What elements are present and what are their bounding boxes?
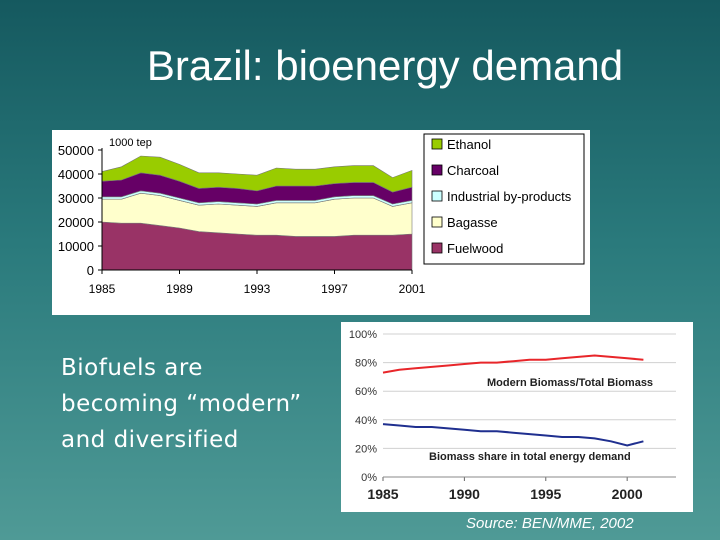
legend-label-bagasse: Bagasse bbox=[447, 215, 498, 230]
legend-label-industrial-by-products: Industrial by-products bbox=[447, 189, 572, 204]
unit-label: 1000 tep bbox=[109, 137, 152, 149]
x-tick-label: 1990 bbox=[449, 486, 480, 502]
legend-label-charcoal: Charcoal bbox=[447, 163, 499, 178]
slide-title: Brazil: bioenergy demand bbox=[146, 42, 624, 89]
legend-label-fuelwood: Fuelwood bbox=[447, 241, 503, 256]
series-label-biomass-share-in-total-energy-demand: Biomass share in total energy demand bbox=[429, 451, 631, 463]
x-tick-label: 2001 bbox=[399, 282, 426, 296]
legend-swatch-ethanol bbox=[431, 138, 443, 150]
line-modern-biomass-total-biomass bbox=[382, 354, 644, 374]
x-tick-label: 1995 bbox=[530, 486, 561, 502]
series-label-modern-biomass-total-biomass: Modern Biomass/Total Biomass bbox=[487, 377, 653, 389]
legend-label-ethanol: Ethanol bbox=[447, 137, 491, 152]
legend-swatch-charcoal bbox=[431, 164, 443, 176]
legend-swatch-fuelwood bbox=[431, 242, 443, 254]
area-ethanol bbox=[101, 155, 413, 193]
slide-subtitle: Biofuels are becoming “modern” and diver… bbox=[61, 350, 321, 458]
y-tick-label: 0% bbox=[361, 472, 377, 484]
y-tick-label: 80% bbox=[355, 358, 377, 370]
subtitle-line-1: Biofuels are bbox=[61, 355, 203, 381]
legend-swatch-industrial-by-products bbox=[431, 190, 443, 202]
stacked-area-chart: 50000 40000 30000 20000 10000 0 1985 1989 1993 19… bbox=[58, 133, 585, 296]
y-tick-label: 10000 bbox=[58, 239, 94, 254]
x-tick-label: 1985 bbox=[367, 486, 398, 502]
y-tick-label: 20% bbox=[355, 443, 377, 455]
x-tick-label: 1985 bbox=[89, 282, 116, 296]
x-tick-label: 1989 bbox=[166, 282, 193, 296]
line-chart: 100% 80% 60% 40% 20% 0% 1985 1990 1995 2000 Modern… bbox=[349, 329, 676, 502]
line-biomass-share-in-total-energy-demand bbox=[382, 423, 644, 447]
legend-swatch-bagasse bbox=[431, 216, 443, 228]
y-tick-label: 30000 bbox=[58, 191, 94, 206]
y-tick-label: 40% bbox=[355, 415, 377, 427]
x-tick-label: 1993 bbox=[244, 282, 271, 296]
stacked-area-chart-panel: 50000 40000 30000 20000 10000 0 1985 1989 1993 19… bbox=[52, 130, 590, 315]
subtitle-line-3: and diversified bbox=[61, 427, 239, 453]
line-chart-panel: 100% 80% 60% 40% 20% 0% 1985 1990 1995 2000 Modern… bbox=[341, 322, 693, 512]
subtitle-line-2: becoming “modern” bbox=[61, 391, 302, 417]
x-tick-label: 1997 bbox=[321, 282, 348, 296]
y-tick-label: 60% bbox=[355, 386, 377, 398]
source-note: Source: BEN/MME, 2002 bbox=[466, 515, 634, 532]
y-tick-label: 40000 bbox=[58, 167, 94, 182]
y-tick-label: 100% bbox=[349, 329, 377, 341]
y-tick-label: 50000 bbox=[58, 143, 94, 158]
x-tick-label: 2000 bbox=[612, 486, 643, 502]
y-tick-label: 0 bbox=[87, 263, 94, 278]
y-tick-label: 20000 bbox=[58, 215, 94, 230]
legend-box bbox=[423, 133, 585, 265]
